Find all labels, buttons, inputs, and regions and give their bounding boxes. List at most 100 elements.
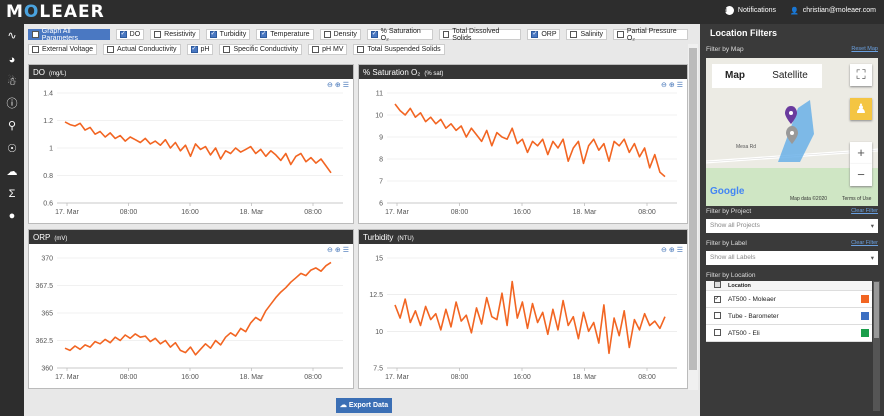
street-view-icon[interactable]: ♟ bbox=[850, 98, 872, 120]
filter-checkbox[interactable] bbox=[260, 30, 268, 38]
filter-checkbox[interactable] bbox=[617, 31, 624, 38]
filter-checkbox[interactable] bbox=[357, 46, 365, 53]
filter-checkbox[interactable] bbox=[119, 30, 127, 38]
chart-tools[interactable]: ⊖ ⊕ ☰ bbox=[327, 81, 349, 89]
location-checkbox[interactable] bbox=[713, 328, 721, 336]
filter-checkbox[interactable] bbox=[32, 46, 39, 53]
saturation-chart: 11 10 9 8 7 617. Mar 08:00 16:00 18. Mar 08:00 bbox=[375, 91, 677, 216]
fullscreen-icon[interactable]: ⛶ bbox=[850, 64, 872, 86]
filter-turbidity[interactable]: Turbidity bbox=[205, 29, 251, 40]
filter-checkbox[interactable] bbox=[223, 46, 231, 53]
filter-checkbox[interactable] bbox=[154, 31, 162, 38]
chart-header: DO (mg/L) bbox=[29, 65, 353, 79]
filter-salinity[interactable]: Salinity bbox=[566, 29, 608, 40]
filter-checkbox[interactable] bbox=[323, 31, 331, 38]
menu-icon[interactable]: ☰ bbox=[342, 247, 349, 254]
filter-label: External Voltage bbox=[42, 46, 93, 53]
zoom-in-icon[interactable]: ⊕ bbox=[668, 247, 675, 254]
sigma-icon[interactable]: Σ bbox=[8, 188, 16, 200]
filter-checkbox[interactable] bbox=[442, 31, 450, 38]
filter-checkbox[interactable] bbox=[106, 46, 114, 53]
label-select[interactable]: Show all Labels ▾ bbox=[706, 251, 878, 265]
scrollbar-thumb[interactable] bbox=[874, 282, 879, 338]
filter-resistivity[interactable]: Resistivity bbox=[150, 29, 200, 40]
series-line[interactable] bbox=[394, 280, 666, 355]
filter-total-suspended-solids[interactable]: Total Suspended Solids bbox=[353, 44, 445, 55]
map-tab[interactable]: Map bbox=[712, 64, 758, 88]
filter-label: Actual Conductivity bbox=[116, 46, 177, 53]
main-scrollbar[interactable] bbox=[688, 44, 698, 390]
filter-label: Resistivity bbox=[164, 31, 196, 38]
filter-external-voltage[interactable]: External Voltage bbox=[28, 44, 97, 55]
filter-checkbox[interactable] bbox=[312, 46, 320, 53]
menu-icon[interactable]: ☰ bbox=[342, 82, 349, 89]
color-swatch bbox=[861, 295, 869, 303]
table-row[interactable]: ✓ AT500 - Moleaer bbox=[706, 291, 872, 308]
notifications-button[interactable]: i Notifications bbox=[724, 6, 777, 15]
filter-density[interactable]: Density bbox=[319, 29, 361, 40]
y-tick-label: 0.8 bbox=[43, 173, 53, 180]
clear-label-link[interactable]: Clear Filter bbox=[851, 240, 878, 246]
bell-icon[interactable]: ☃ bbox=[7, 76, 17, 88]
table-row[interactable]: AT500 - Eli bbox=[706, 325, 872, 342]
filter-checkbox[interactable] bbox=[370, 30, 378, 38]
location-pin-icon[interactable]: ⚲ bbox=[7, 120, 17, 132]
satellite-tab[interactable]: Satellite bbox=[758, 64, 822, 88]
y-tick-label: 10 bbox=[375, 329, 383, 336]
map[interactable]: Map Satellite ⛶ ♟ + − Google Mesa Rd Map… bbox=[706, 58, 878, 206]
menu-icon[interactable]: ☰ bbox=[676, 82, 683, 89]
export-data-button[interactable]: ☁ Export Data bbox=[336, 398, 392, 413]
filter-graph-all-parameters[interactable]: Graph All Parameters bbox=[28, 28, 110, 42]
filter-specific-conductivity[interactable]: Specific Conductivity bbox=[219, 44, 303, 55]
filter-checkbox[interactable] bbox=[531, 30, 539, 38]
filter-partial-pressure-o-[interactable]: Partial Pressure O₂ bbox=[613, 28, 688, 42]
reset-map-link[interactable]: Reset Map bbox=[851, 46, 878, 52]
zoom-out-icon[interactable]: ⊖ bbox=[660, 247, 667, 254]
filter-checkbox[interactable] bbox=[190, 45, 198, 53]
chart-icon[interactable]: ∿ bbox=[7, 30, 17, 42]
zoom-in-map-button[interactable]: + bbox=[850, 142, 872, 164]
zoom-in-icon[interactable]: ⊕ bbox=[668, 82, 675, 89]
project-select[interactable]: Show all Projects ▾ bbox=[706, 219, 878, 233]
gauge-icon[interactable]: ◕ bbox=[8, 54, 16, 66]
filter-checkbox[interactable] bbox=[570, 31, 578, 38]
terms-link[interactable]: Terms of Use bbox=[842, 196, 872, 202]
filter-actual-conductivity[interactable]: Actual Conductivity bbox=[102, 44, 181, 55]
filter--saturation-o-[interactable]: % Saturation O₂ bbox=[366, 28, 433, 42]
zoom-in-icon[interactable]: ⊕ bbox=[334, 247, 341, 254]
filter-orp[interactable]: ORP bbox=[527, 29, 561, 40]
series-line[interactable] bbox=[394, 103, 666, 178]
menu-icon[interactable]: ☰ bbox=[676, 247, 683, 254]
zoom-out-icon[interactable]: ⊖ bbox=[326, 247, 333, 254]
filter-checkbox[interactable] bbox=[209, 30, 217, 38]
chart-tools[interactable]: ⊖ ⊕ ☰ bbox=[327, 246, 349, 254]
zoom-in-icon[interactable]: ⊕ bbox=[334, 82, 341, 89]
filter-checkbox[interactable] bbox=[32, 31, 39, 38]
y-tick-label: 370 bbox=[41, 256, 53, 263]
moleaer-logo[interactable]: MOLEAER bbox=[6, 2, 105, 22]
location-checkbox[interactable]: ✓ bbox=[713, 296, 721, 303]
series-line[interactable] bbox=[64, 261, 332, 356]
filter-ph[interactable]: pH bbox=[186, 44, 214, 55]
filter-total-dissolved-solids[interactable]: Total Dissolved Solids bbox=[438, 28, 522, 42]
filter-do[interactable]: DO bbox=[115, 29, 145, 40]
person-icon[interactable]: ● bbox=[8, 210, 16, 222]
chart-tools[interactable]: ⊖ ⊕ ☰ bbox=[661, 81, 683, 89]
filter-temperature[interactable]: Temperature bbox=[256, 29, 314, 40]
chart-tools[interactable]: ⊖ ⊕ ☰ bbox=[661, 246, 683, 254]
zoom-out-icon[interactable]: ⊖ bbox=[660, 82, 667, 89]
zoom-out-icon[interactable]: ⊖ bbox=[326, 82, 333, 89]
cloud-upload-icon[interactable]: ☁ bbox=[6, 166, 18, 178]
scrollbar-thumb[interactable] bbox=[689, 48, 697, 370]
user-menu[interactable]: 👤 christian@moleaer.com bbox=[790, 7, 876, 15]
location-checkbox[interactable] bbox=[713, 311, 721, 319]
zoom-out-map-button[interactable]: − bbox=[850, 164, 872, 186]
broadcast-icon[interactable]: ☉ bbox=[7, 143, 17, 155]
location-scrollbar[interactable] bbox=[873, 281, 880, 411]
filter-ph-mv[interactable]: pH MV bbox=[308, 44, 348, 55]
alert-icon[interactable]: ⓘ bbox=[6, 98, 18, 110]
table-row[interactable]: Tube - Barometer bbox=[706, 308, 872, 325]
select-all-checkbox[interactable] bbox=[713, 281, 721, 288]
series-line[interactable] bbox=[64, 121, 332, 174]
clear-project-link[interactable]: Clear Filter bbox=[851, 208, 878, 214]
